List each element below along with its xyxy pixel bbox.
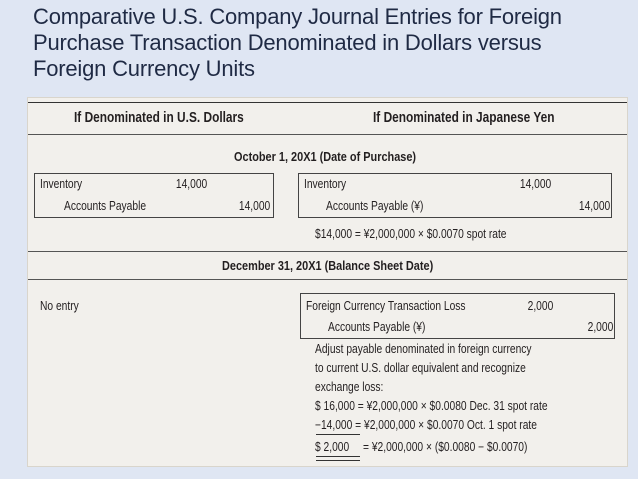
result-formula: = ¥2,000,000 × ($0.0080 − $0.0070) [363, 440, 528, 454]
title-line-3: Foreign Currency Units [33, 56, 255, 81]
usd-oct-credit-amount: 14,000 [238, 199, 270, 213]
explanation-line-3: exchange loss: [315, 380, 384, 394]
title-line-2: Purchase Transaction Denominated in Doll… [33, 30, 542, 55]
section2-date-rule [28, 279, 627, 280]
yen-dec-debit-amount: 2,000 [527, 299, 553, 313]
section2-top-rule [28, 251, 627, 252]
explanation-line-2: to current U.S. dollar equivalent and re… [315, 361, 526, 375]
journal-entries-table: If Denominated in U.S. Dollars If Denomi… [28, 98, 627, 466]
date-purchase: October 1, 20X1 (Date of Purchase) [234, 149, 417, 164]
usd-dec-no-entry: No entry [40, 299, 79, 313]
header-rule [28, 134, 627, 135]
title-line-1: Comparative U.S. Company Journal Entries… [33, 4, 562, 29]
total-double-underline [316, 456, 360, 461]
yen-oct-debit-account: Inventory [304, 177, 347, 191]
spot-rate-note: $14,000 = ¥2,000,000 × $0.0070 spot rate [315, 227, 507, 241]
yen-oct-credit-account: Accounts Payable (¥) [326, 199, 424, 213]
header-us-dollars: If Denominated in U.S. Dollars [74, 110, 244, 126]
date-balance-sheet: December 31, 20X1 (Balance Sheet Date) [222, 258, 434, 273]
entry-box-yen-dec [300, 293, 615, 339]
yen-dec-credit-account: Accounts Payable (¥) [328, 320, 426, 334]
result-amount: $ 2,000 [315, 440, 350, 454]
header-japanese-yen: If Denominated in Japanese Yen [373, 110, 555, 126]
yen-dec-debit-account: Foreign Currency Transaction Loss [306, 299, 466, 313]
usd-oct-debit-account: Inventory [40, 177, 83, 191]
yen-oct-credit-amount: 14,000 [578, 199, 610, 213]
subtotal-underline [316, 434, 360, 435]
usd-oct-credit-account: Accounts Payable [64, 199, 147, 213]
explanation-line-1: Adjust payable denominated in foreign cu… [315, 342, 532, 356]
yen-dec-credit-amount: 2,000 [587, 320, 613, 334]
yen-oct-debit-amount: 14,000 [519, 177, 551, 191]
top-rule [28, 102, 627, 103]
explanation-line-5: −14,000 = ¥2,000,000 × $0.0070 Oct. 1 sp… [315, 418, 537, 432]
entry-box-usd-oct [34, 173, 274, 218]
explanation-line-4: $ 16,000 = ¥2,000,000 × $0.0080 Dec. 31 … [315, 399, 548, 413]
usd-oct-debit-amount: 14,000 [175, 177, 207, 191]
entry-box-yen-oct [298, 173, 612, 218]
slide-title: Comparative U.S. Company Journal Entries… [33, 4, 623, 82]
